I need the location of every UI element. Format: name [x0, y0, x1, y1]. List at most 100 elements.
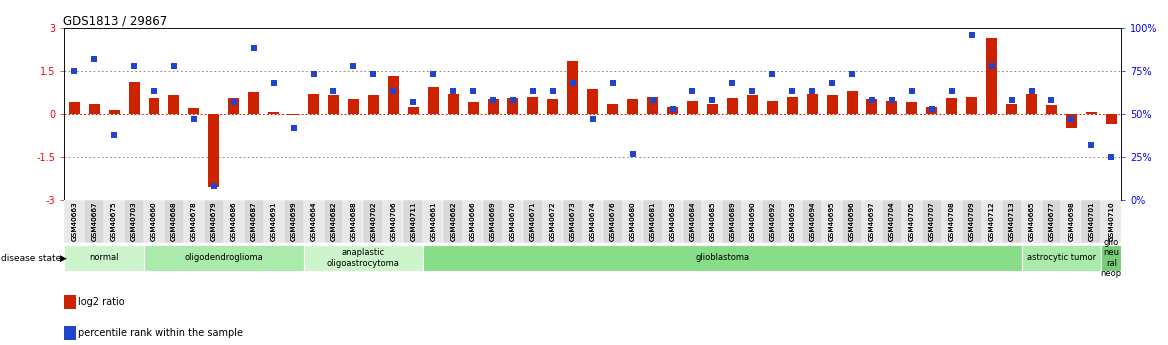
- Text: GSM40680: GSM40680: [630, 201, 635, 240]
- Text: GSM40670: GSM40670: [510, 201, 516, 240]
- Text: GSM40704: GSM40704: [889, 201, 895, 240]
- Bar: [1026, 94, 1037, 114]
- Bar: [1101, 200, 1121, 243]
- Point: [783, 89, 801, 94]
- Text: GSM40666: GSM40666: [470, 201, 477, 240]
- Text: GSM40675: GSM40675: [111, 201, 117, 240]
- Text: GSM40663: GSM40663: [71, 201, 77, 240]
- Bar: [867, 99, 877, 114]
- Bar: [403, 200, 423, 243]
- Text: GSM40674: GSM40674: [590, 201, 596, 240]
- Bar: [746, 95, 758, 114]
- Bar: [249, 92, 259, 114]
- Text: GSM40679: GSM40679: [210, 201, 217, 240]
- Text: GSM40666: GSM40666: [470, 201, 477, 240]
- Point: [464, 89, 482, 94]
- Bar: [89, 104, 99, 114]
- Bar: [906, 102, 917, 114]
- Text: GSM40677: GSM40677: [1049, 201, 1055, 240]
- Text: GSM40684: GSM40684: [689, 201, 695, 240]
- Bar: [343, 200, 363, 243]
- Point: [982, 63, 1001, 68]
- Bar: [662, 200, 682, 243]
- Text: GSM40663: GSM40663: [71, 201, 77, 240]
- Text: GSM40685: GSM40685: [709, 201, 716, 240]
- Bar: [304, 200, 324, 243]
- Bar: [946, 98, 958, 114]
- Text: GSM40709: GSM40709: [968, 201, 975, 240]
- Point: [1042, 97, 1061, 103]
- Point: [743, 89, 762, 94]
- Bar: [427, 87, 439, 114]
- Point: [863, 97, 882, 103]
- Bar: [926, 107, 937, 114]
- Text: GSM40677: GSM40677: [1049, 201, 1055, 240]
- Bar: [528, 97, 538, 114]
- Text: GSM40707: GSM40707: [929, 201, 934, 240]
- Bar: [603, 200, 623, 243]
- Bar: [208, 114, 220, 187]
- Bar: [966, 97, 978, 114]
- Bar: [224, 200, 244, 243]
- Text: GSM40701: GSM40701: [1089, 201, 1094, 240]
- Text: GSM40671: GSM40671: [530, 201, 536, 240]
- Point: [244, 46, 263, 51]
- Bar: [647, 97, 658, 114]
- Point: [563, 80, 582, 86]
- Text: GSM40682: GSM40682: [331, 201, 336, 240]
- Bar: [264, 200, 284, 243]
- Text: GSM40667: GSM40667: [91, 201, 97, 240]
- Text: glio
neu
ral
neop: glio neu ral neop: [1100, 238, 1122, 278]
- Bar: [328, 95, 339, 114]
- Text: GSM40671: GSM40671: [530, 201, 536, 240]
- Text: GSM40662: GSM40662: [450, 201, 457, 240]
- Text: GSM40675: GSM40675: [111, 201, 117, 240]
- Point: [644, 97, 662, 103]
- Bar: [168, 95, 180, 114]
- Bar: [766, 101, 778, 114]
- Point: [304, 71, 322, 77]
- Point: [1101, 154, 1120, 160]
- Point: [723, 80, 742, 86]
- Text: GSM40664: GSM40664: [311, 201, 317, 240]
- Point: [384, 89, 403, 94]
- Bar: [563, 200, 583, 243]
- Bar: [961, 200, 981, 243]
- Bar: [109, 110, 119, 114]
- Text: GSM40665: GSM40665: [1029, 201, 1035, 240]
- Text: GSM40676: GSM40676: [610, 201, 616, 240]
- Text: GSM40707: GSM40707: [929, 201, 934, 240]
- Text: GSM40709: GSM40709: [968, 201, 975, 240]
- Text: GSM40713: GSM40713: [1009, 201, 1015, 240]
- Point: [65, 68, 84, 73]
- Bar: [1022, 200, 1042, 243]
- Bar: [1106, 114, 1117, 124]
- Point: [145, 89, 164, 94]
- Bar: [388, 77, 398, 114]
- Bar: [1086, 112, 1097, 114]
- Text: GSM40687: GSM40687: [251, 201, 257, 240]
- Bar: [503, 200, 523, 243]
- Point: [683, 89, 702, 94]
- Text: ▶: ▶: [60, 254, 67, 263]
- Text: GSM40697: GSM40697: [869, 201, 875, 240]
- Bar: [144, 245, 304, 271]
- Text: percentile rank within the sample: percentile rank within the sample: [78, 328, 243, 338]
- Bar: [986, 38, 997, 114]
- Point: [264, 80, 283, 86]
- Point: [802, 89, 821, 94]
- Text: GSM40708: GSM40708: [948, 201, 954, 240]
- Point: [842, 71, 861, 77]
- Text: GSM40695: GSM40695: [829, 201, 835, 240]
- Bar: [543, 200, 563, 243]
- Text: GSM40692: GSM40692: [770, 201, 776, 240]
- Bar: [64, 245, 144, 271]
- Point: [165, 63, 183, 68]
- Text: GSM40702: GSM40702: [370, 201, 376, 240]
- Bar: [204, 200, 224, 243]
- Text: GSM40710: GSM40710: [1108, 201, 1114, 240]
- Bar: [726, 98, 738, 114]
- Text: GSM40708: GSM40708: [948, 201, 954, 240]
- Text: GSM40661: GSM40661: [430, 201, 436, 240]
- Text: GSM40686: GSM40686: [231, 201, 237, 240]
